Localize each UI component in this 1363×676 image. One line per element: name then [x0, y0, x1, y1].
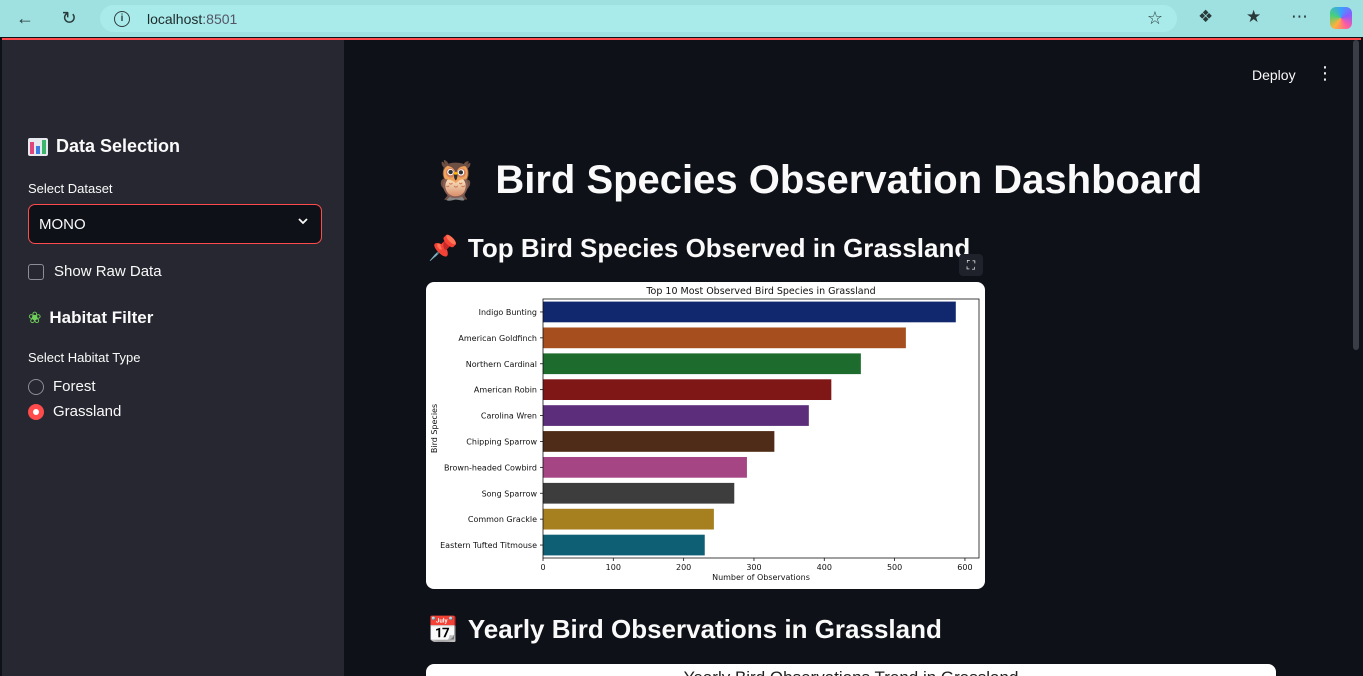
section-yearly: 📆 Yearly Bird Observations in Grassland [428, 614, 942, 645]
main-menu-icon[interactable]: ⋮ [1316, 63, 1334, 83]
checkbox-box[interactable] [28, 263, 44, 280]
category-label: Chipping Sparrow [466, 437, 537, 446]
site-info-icon[interactable]: i [114, 11, 130, 27]
browser-toolbar: ← ↻ i localhost:8501 ☆ ❖ ★ ⋯ [0, 0, 1363, 37]
radio-button-selected[interactable] [28, 403, 44, 420]
bar [543, 379, 832, 401]
radio-grassland-label: Grassland [53, 403, 122, 420]
calendar-icon: 📆 [428, 616, 458, 643]
x-tick-label: 300 [746, 563, 761, 572]
radio-forest[interactable]: Forest [28, 378, 96, 395]
dataset-select[interactable]: MONO [28, 204, 322, 244]
favorites-icon[interactable]: ★ [1246, 7, 1262, 26]
section-yearly-title: Yearly Bird Observations in Grassland [467, 614, 942, 644]
bar [543, 482, 735, 504]
category-label: Northern Cardinal [466, 360, 537, 369]
dataset-selected-value: MONO [39, 215, 86, 233]
category-label: Brown-headed Cowbird [444, 463, 537, 472]
radio-grassland[interactable]: Grassland [28, 403, 121, 420]
yearly-chart-title: Yearly Bird Observations Trend in Grassl… [426, 668, 1276, 676]
bar [543, 301, 956, 323]
top-species-chart: Top 10 Most Observed Bird Species in Gra… [426, 282, 985, 589]
x-tick-label: 500 [887, 563, 902, 572]
back-icon[interactable]: ← [16, 7, 34, 28]
bar [543, 508, 714, 530]
reload-icon[interactable]: ↻ [61, 7, 77, 28]
radio-button[interactable] [28, 378, 44, 395]
radio-forest-label: Forest [53, 378, 96, 395]
owl-icon: 🦉 [432, 159, 480, 202]
bar [543, 405, 809, 426]
bar-chart-svg: Top 10 Most Observed Bird Species in Gra… [430, 286, 980, 582]
sidebar: Data Selection Select Dataset MONO Show … [2, 40, 344, 676]
url-text[interactable]: localhost:8501 [147, 11, 237, 27]
habitat-filter-title: Habitat Filter [49, 308, 154, 327]
chevron-down-icon [297, 214, 309, 232]
x-tick-label: 200 [676, 563, 691, 572]
x-tick-label: 100 [606, 563, 621, 572]
section-top-species-title: Top Bird Species Observed in Grassland [467, 233, 971, 263]
more-menu-icon[interactable]: ⋯ [1291, 7, 1308, 26]
pushpin-icon: 📌 [428, 235, 458, 262]
category-label: Song Sparrow [482, 489, 538, 498]
fullscreen-icon[interactable]: ⛶ [959, 254, 983, 276]
habitat-filter-heading: ❀ Habitat Filter [28, 308, 153, 328]
x-tick-label: 400 [817, 563, 832, 572]
favorite-star-icon[interactable]: ☆ [1146, 8, 1163, 28]
y-axis-label: Bird Species [430, 404, 439, 453]
show-raw-data-checkbox[interactable]: Show Raw Data [28, 263, 162, 280]
habitat-label: Select Habitat Type [28, 350, 141, 365]
deploy-button[interactable]: Deploy [1252, 67, 1296, 83]
bar-chart-icon [28, 137, 48, 156]
x-tick-label: 600 [957, 563, 972, 572]
bar [543, 534, 705, 556]
bar [543, 327, 906, 349]
category-label: Carolina Wren [481, 412, 537, 421]
bar [543, 353, 861, 375]
scrollbar[interactable] [1353, 40, 1359, 350]
data-selection-title: Data Selection [56, 136, 181, 156]
copilot-icon[interactable] [1330, 7, 1352, 29]
url-host: localhost [147, 11, 203, 27]
page-title-text: Bird Species Observation Dashboard [495, 158, 1203, 202]
x-tick-label: 0 [540, 563, 545, 572]
herb-icon: ❀ [28, 310, 42, 327]
streamlit-app: Data Selection Select Dataset MONO Show … [2, 38, 1361, 676]
chart-title: Top 10 Most Observed Bird Species in Gra… [645, 286, 875, 297]
section-top-species: 📌 Top Bird Species Observed in Grassland [428, 233, 970, 264]
raw-data-label: Show Raw Data [54, 263, 162, 280]
page-title: 🦉 Bird Species Observation Dashboard [432, 158, 1202, 203]
x-axis-label: Number of Observations [712, 573, 810, 582]
category-label: Eastern Tufted Titmouse [440, 541, 537, 550]
bar [543, 456, 747, 478]
extensions-icon[interactable]: ❖ [1198, 7, 1214, 26]
dataset-label: Select Dataset [28, 181, 113, 196]
yearly-chart: Yearly Bird Observations Trend in Grassl… [426, 664, 1276, 676]
url-port: :8501 [202, 11, 238, 27]
category-label: American Goldfinch [458, 334, 537, 343]
category-label: Indigo Bunting [479, 308, 537, 317]
main-content: Deploy ⋮ 🦉 Bird Species Observation Dash… [344, 40, 1361, 676]
bar [543, 431, 775, 452]
category-label: American Robin [474, 386, 537, 395]
plot-frame [542, 298, 980, 559]
address-bar[interactable]: i localhost:8501 ☆ [99, 4, 1178, 33]
data-selection-heading: Data Selection [28, 136, 180, 157]
category-label: Common Grackle [468, 515, 537, 524]
